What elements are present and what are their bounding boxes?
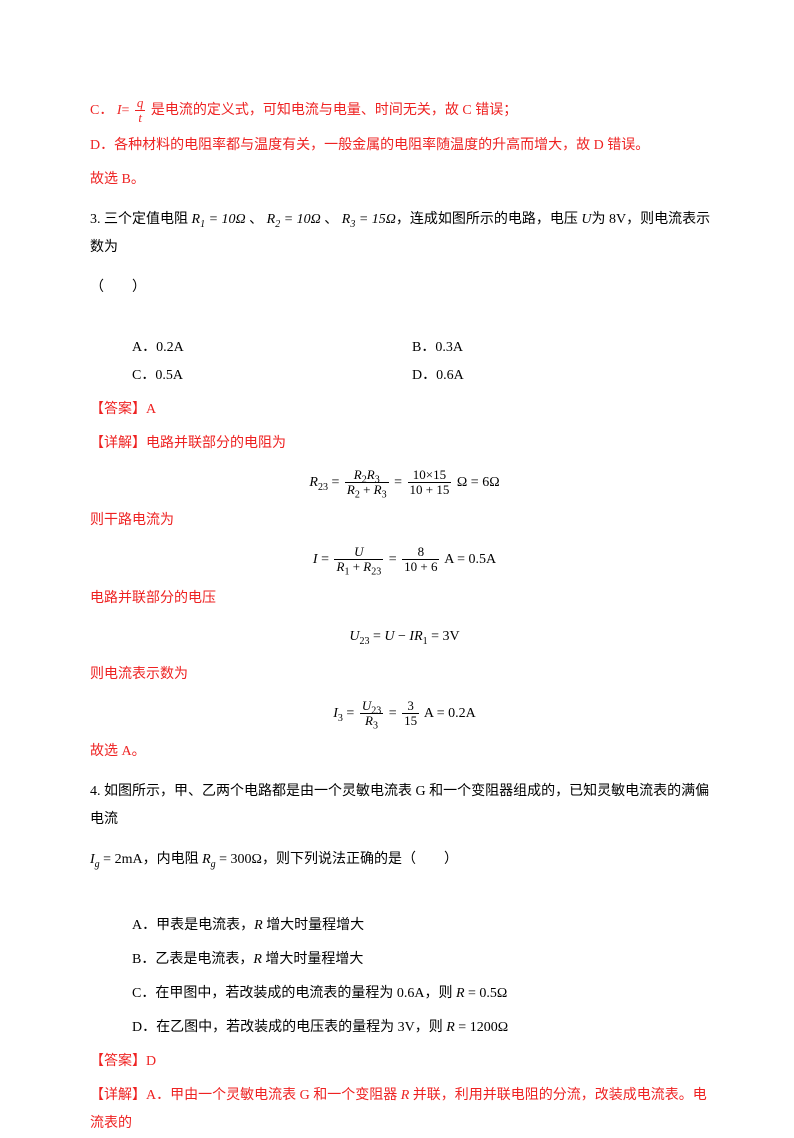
q3-option-c: C．0.5A (132, 362, 412, 390)
q4-option-a: A．甲表是电流表，R 增大时量程增大 (90, 912, 719, 940)
prev-expl-d: D．各种材料的电阻率都与温度有关，一般金属的电阻率随温度的升高而增大，故 D 错… (90, 132, 719, 160)
q3-line3: 电路并联部分的电压 (90, 585, 719, 613)
spacer (90, 314, 719, 334)
prev-c-formula: I= qt (117, 103, 151, 118)
page-content: C． I= qt 是电流的定义式，可知电流与电量、时间无关，故 C 错误； D．… (0, 0, 794, 1138)
q3-paren: （ ） (90, 274, 719, 302)
q3-options-row1: A．0.2A B．0.3A (90, 334, 719, 362)
q4-option-c: C．在甲图中，若改装成的电流表的量程为 0.6A，则 R = 0.5Ω (90, 980, 719, 1008)
q3-r1: R1 = 10Ω (192, 212, 246, 227)
q3-options-row2: C．0.5A D．0.6A (90, 362, 719, 390)
q3-eq2: I = U R1 + R23 = 810 + 6 A = 0.5A (90, 545, 719, 575)
q4-number: 4. (90, 784, 101, 799)
prev-conclusion: 故选 B。 (90, 166, 719, 194)
spacer (90, 886, 719, 906)
q3-r3: R3 = 15Ω (342, 212, 396, 227)
q3-detail-intro: 【详解】电路并联部分的电阻为 (90, 430, 719, 458)
q4-option-b: B．乙表是电流表，R 增大时量程增大 (90, 946, 719, 974)
q3-eq3: U23 = U − IR1 = 3V (90, 623, 719, 651)
prev-expl-c: C． I= qt 是电流的定义式，可知电流与电量、时间无关，故 C 错误； (90, 96, 719, 126)
q4-option-d: D．在乙图中，若改装成的电压表的量程为 3V，则 R = 1200Ω (90, 1014, 719, 1042)
prev-c-text: 是电流的定义式，可知电流与电量、时间无关，故 C 错误； (151, 103, 517, 118)
q3-option-d: D．0.6A (412, 362, 692, 390)
q3-option-b: B．0.3A (412, 334, 692, 362)
prev-c-prefix: C． (90, 103, 113, 118)
q3-line2: 则干路电流为 (90, 507, 719, 535)
q3-eq1: R23 = R2R3 R2 + R3 = 10×1510 + 15 Ω = 6Ω (90, 468, 719, 498)
q4-answer: 【答案】D (90, 1048, 719, 1076)
q3-number: 3. (90, 212, 101, 227)
q3-stem: 3. 三个定值电阻 R1 = 10Ω 、 R2 = 10Ω 、 R3 = 15Ω… (90, 206, 719, 262)
q3-conclusion: 故选 A。 (90, 738, 719, 766)
q4-detail-a: 【详解】A．甲由一个灵敏电流表 G 和一个变阻器 R 并联，利用并联电阻的分流，… (90, 1082, 719, 1138)
q3-r2: R2 = 10Ω (267, 212, 321, 227)
q3-eq4: I3 = U23 R3 = 315 A = 0.2A (90, 699, 719, 729)
q3-answer: 【答案】A (90, 396, 719, 424)
q3-line4: 则电流表示数为 (90, 661, 719, 689)
q4-stem-2: Ig = 2mA，内电阻 Rg = 300Ω，则下列说法正确的是（ ） (90, 846, 719, 874)
q4-stem-1: 4. 如图所示，甲、乙两个电路都是由一个灵敏电流表 G 和一个变阻器组成的，已知… (90, 778, 719, 834)
q3-option-a: A．0.2A (132, 334, 412, 362)
